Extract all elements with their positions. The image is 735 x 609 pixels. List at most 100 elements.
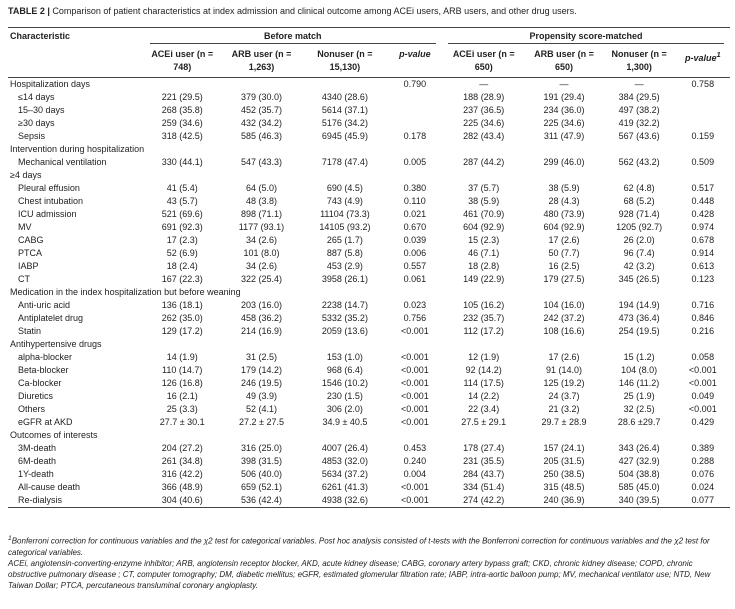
group-header: Before match <box>143 27 442 44</box>
cell: 27.7 ± 30.1 <box>159 417 205 427</box>
data-row: 3M-death 204 (27.2) 316 (25.0) 4007 (26.4) 0… <box>8 442 730 455</box>
data-row: Mechanical ventilation 330 (44.1) 547 (43.… <box>8 156 730 169</box>
data-row: PTCA 52 (6.9) 101 (8.0) 887 (5.8) 0.006 46 (7… <box>8 247 730 260</box>
cell: 6945 (45.9) <box>321 131 368 141</box>
cell: 110 (14.7) <box>162 365 203 375</box>
cell <box>388 104 442 117</box>
cell: 0.039 <box>403 235 427 245</box>
cell: 311 (47.9) <box>543 131 585 141</box>
cell: 179 (14.2) <box>240 365 282 375</box>
cell: 52 (6.9) <box>166 248 198 258</box>
cell: 366 (48.9) <box>161 482 203 492</box>
section-row: Medication in the index hospitalization … <box>8 286 730 299</box>
row-label: Ca-blocker <box>18 378 62 388</box>
row-label: All-cause death <box>18 482 81 492</box>
cell: 12 (1.9) <box>468 352 500 362</box>
cell: 536 (42.4) <box>220 494 303 508</box>
cell: <0.001 <box>400 404 429 414</box>
cell <box>388 117 442 130</box>
cell: 4340 (28.6) <box>321 92 368 102</box>
cell: 7178 (47.4) <box>321 157 368 167</box>
cell: <0.001 <box>400 417 429 427</box>
cell: <0.001 <box>400 391 429 401</box>
row-label: Re-dialysis <box>8 494 144 508</box>
row-label: 6M-death <box>18 456 57 466</box>
cell: 230 (1.5) <box>326 391 363 401</box>
cell: 104 (8.0) <box>621 365 658 375</box>
cell: 898 (71.1) <box>240 209 282 219</box>
column-header: ACEi user (n = 748) <box>143 44 221 78</box>
row-label: 3M-death <box>18 443 57 453</box>
cell: 0.076 <box>691 469 715 479</box>
cell: 743 (4.9) <box>326 196 363 206</box>
cell: 167 (22.3) <box>161 274 203 284</box>
row-label: PTCA <box>18 248 43 258</box>
cell: 274 (42.2) <box>441 494 526 508</box>
cell: 0.159 <box>691 131 715 141</box>
cell: 0.061 <box>403 274 427 284</box>
title-label: TABLE 2 | <box>8 6 50 16</box>
cell <box>676 104 730 117</box>
row-label: Anti-uric acid <box>18 300 71 310</box>
row-label: Others <box>18 404 46 414</box>
data-row: eGFR at AKD 27.7 ± 30.1 27.2 ± 27.5 34.9 ± … <box>8 416 730 429</box>
cell: 146 (11.2) <box>618 378 660 388</box>
data-row: 6M-death 261 (34.8) 398 (31.5) 4853 (32.0) 0… <box>8 455 730 468</box>
cell: 343 (26.4) <box>618 443 660 453</box>
row-label: Diuretics <box>18 391 54 401</box>
cell: <0.001 <box>387 494 442 508</box>
cell: 221 (29.5) <box>161 92 203 102</box>
cell: 928 (71.4) <box>618 209 660 219</box>
cell: 0.509 <box>691 157 715 167</box>
data-row: Antiplatelet drug 262 (35.0) 458 (36.2) 533… <box>8 312 730 325</box>
cell: 225 (34.6) <box>543 118 585 128</box>
cell: 0.517 <box>691 183 715 193</box>
data-row: 15–30 days 268 (35.8) 452 (35.7) 5614 (37.1… <box>8 104 730 117</box>
cell: <0.001 <box>688 365 717 375</box>
cell: 25 (1.9) <box>623 391 655 401</box>
section-title: Medication in the index hospitalization … <box>10 287 241 297</box>
data-row: Sepsis 318 (42.5) 585 (46.3) 6945 (45.9) 0.1… <box>8 130 730 143</box>
cell: 0.024 <box>691 482 715 492</box>
cell: 232 (35.7) <box>463 313 505 323</box>
cell: — <box>559 79 569 89</box>
cell: 0.021 <box>403 209 427 219</box>
cell: 231 (35.5) <box>463 456 505 466</box>
cell: 304 (40.6) <box>143 494 221 508</box>
cell: <0.001 <box>688 378 717 388</box>
row-label: ≥30 days <box>18 118 55 128</box>
cell: 0.557 <box>403 261 427 271</box>
cell: 262 (35.0) <box>161 313 203 323</box>
cell: 690 (4.5) <box>326 183 363 193</box>
data-row: CABG 17 (2.3) 34 (2.6) 265 (1.7) 0.039 15 (2.… <box>8 234 730 247</box>
column-header: Nonuser (n = 1,300) <box>602 44 676 78</box>
cell: <0.001 <box>688 404 717 414</box>
cell: 242 (37.2) <box>543 313 585 323</box>
data-row: Ca-blocker 126 (16.8) 246 (19.5) 1546 (10.2… <box>8 377 730 390</box>
cell: 105 (16.2) <box>463 300 505 310</box>
cell: 43 (5.7) <box>166 196 198 206</box>
cell: 41 (5.4) <box>166 183 198 193</box>
cell: 240 (36.9) <box>525 494 603 508</box>
data-row: Re-dialysis 304 (40.6) 536 (42.4) 4938 (32.… <box>8 494 730 508</box>
section-title: ≥4 days <box>10 170 42 180</box>
cell: 330 (44.1) <box>161 157 203 167</box>
section-row: Outcomes of interests <box>8 429 730 442</box>
cell: 29.7 ± 28.9 <box>541 417 587 427</box>
cell: 104 (16.0) <box>543 300 585 310</box>
cell: 108 (16.6) <box>543 326 585 336</box>
row-label: CT <box>18 274 30 284</box>
cell <box>388 91 442 104</box>
cell: 101 (8.0) <box>243 248 280 258</box>
group-label: Before match <box>149 30 436 44</box>
cell: 50 (7.7) <box>548 248 580 258</box>
data-row: Anti-uric acid 136 (18.1) 203 (16.0) 2238 (… <box>8 299 730 312</box>
cell: 16 (2.5) <box>548 261 580 271</box>
cell: 604 (92.9) <box>463 222 505 232</box>
cell: 0.846 <box>691 313 715 323</box>
column-header: Characteristic <box>8 27 144 44</box>
cell: 21 (3.2) <box>548 404 580 414</box>
row-label: alpha-blocker <box>18 352 73 362</box>
cell: 261 (34.8) <box>161 456 203 466</box>
cell: 432 (34.2) <box>240 118 282 128</box>
